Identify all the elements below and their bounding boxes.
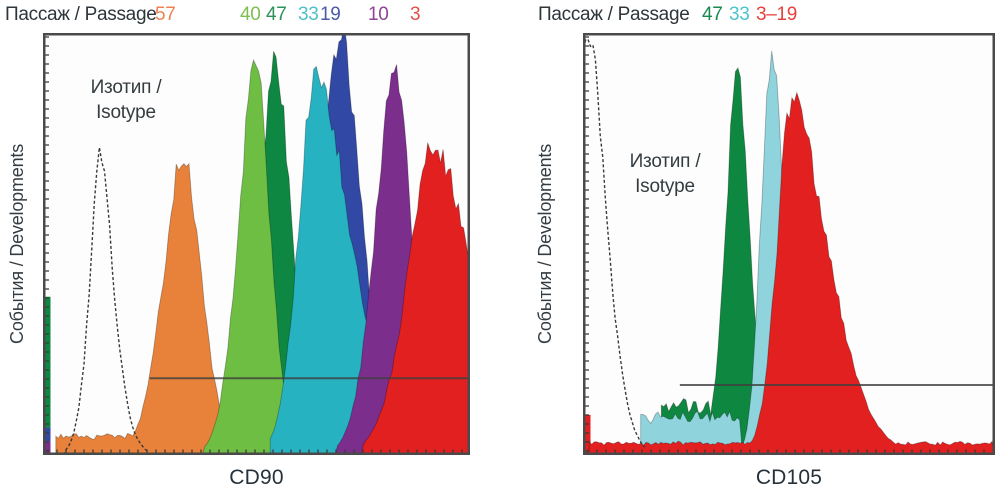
x-axis-label-cd105: CD105 [755,466,823,489]
cd105-histogram-svg [583,33,995,455]
legend-passage-57: 57 [155,4,176,25]
legend-passage-3-19: 3–19 [756,4,798,25]
axis-edge-bar-0 [44,296,51,428]
axis-edge-bar-0 [584,414,591,455]
legend-passage-33: 33 [729,4,750,25]
axis-edge-bar-1 [44,427,51,442]
histogram-plot-cd90: Изотип / Isotype [43,33,470,455]
axis-edge-bar-2 [44,441,51,455]
legend-passage-47: 47 [266,4,287,25]
cd90-histogram-svg [43,33,470,455]
legend-passage-40: 40 [240,4,261,25]
histogram-isotype [62,147,149,455]
plot-border [583,33,995,455]
plot-border [43,33,470,455]
legend-passage-47: 47 [702,4,723,25]
legend-passage-19: 19 [320,4,341,25]
y-axis-label-cd105: События / Developments [534,144,555,344]
histogram-plot-cd105: Изотип / Isotype [583,33,995,455]
histogram-passage-3 [360,142,470,455]
legend-title-cd105: Пассаж / Passage [538,4,690,25]
histogram-passage-3-19 [588,91,995,455]
legend-passage-10: 10 [368,4,389,25]
x-axis-label-cd90: CD90 [229,466,284,489]
histogram-isotype [583,38,646,448]
legend-passage-33: 33 [298,4,319,25]
y-axis-label-cd90: События / Developments [6,144,27,344]
isotype-annotation-cd105: Изотип / Isotype [629,151,701,197]
histogram-passage-57 [55,162,237,455]
isotype-annotation-cd90: Изотип / Isotype [90,77,162,123]
legend-title-cd90: Пассаж / Passage [5,4,157,25]
legend-passage-3: 3 [410,4,421,25]
